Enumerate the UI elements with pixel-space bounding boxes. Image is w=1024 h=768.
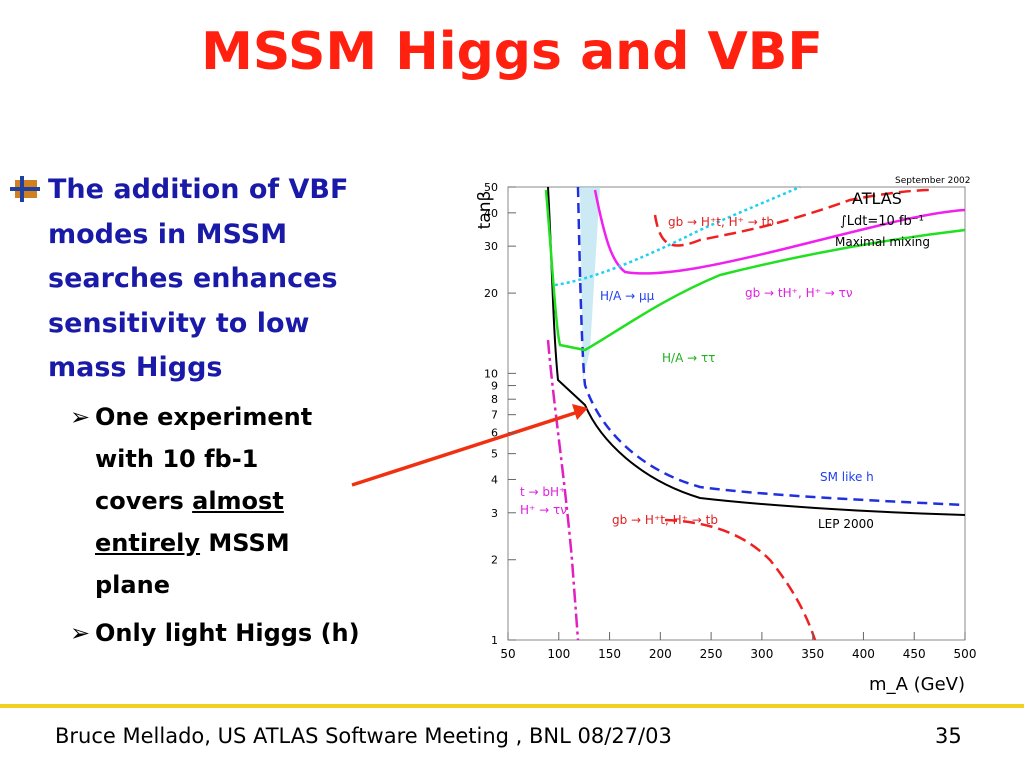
sub-bullet-line: One experiment bbox=[95, 403, 313, 431]
x-tick-label: 200 bbox=[649, 647, 672, 661]
annotation: gb → H⁺t, H⁺ → tb bbox=[612, 513, 718, 527]
y-tick-label: 50 bbox=[484, 181, 498, 194]
annotation: gb → H⁺t, H⁺ → tb bbox=[668, 215, 774, 229]
y-tick-label: 5 bbox=[491, 448, 498, 461]
sub-bullet-line: Only light Higgs (h) bbox=[95, 619, 360, 647]
bullet-line: searches enhances bbox=[48, 263, 338, 294]
annotation: H⁺ → τν bbox=[520, 503, 567, 517]
x-tick-label: 250 bbox=[700, 647, 723, 661]
annotation: t → bH⁺ bbox=[520, 485, 565, 499]
y-tick-label: 8 bbox=[491, 393, 498, 406]
y-axis-label: tanβ bbox=[475, 191, 495, 230]
x-tick-label: 150 bbox=[598, 647, 621, 661]
curve bbox=[547, 186, 966, 516]
excluded-area bbox=[580, 187, 600, 380]
curve bbox=[544, 189, 966, 352]
annotation: September 2002 bbox=[895, 176, 971, 186]
curve bbox=[664, 518, 817, 641]
curve bbox=[546, 339, 580, 641]
arrow bbox=[351, 410, 579, 487]
y-tick-label: 1 bbox=[491, 634, 498, 647]
x-tick-label: 50 bbox=[500, 647, 515, 661]
annotation: gb → tH⁺, H⁺ → τν bbox=[745, 286, 853, 300]
curve bbox=[653, 188, 931, 247]
y-tick-label: 7 bbox=[491, 409, 498, 422]
x-tick-label: 100 bbox=[547, 647, 570, 661]
bullet-line: sensitivity to low bbox=[48, 307, 310, 339]
sub-bullet-line: covers almost bbox=[95, 480, 312, 522]
x-tick-label: 450 bbox=[903, 647, 926, 661]
footer: Bruce Mellado, US ATLAS Software Meeting… bbox=[55, 724, 672, 748]
sub-bullet-line: plane bbox=[95, 571, 170, 599]
y-tick-label: 3 bbox=[491, 507, 498, 520]
y-tick-label: 10 bbox=[484, 367, 498, 380]
sub-bullet-line: with 10 fb-1 bbox=[95, 445, 259, 473]
sub-bullet-marker: ➢ bbox=[70, 619, 91, 647]
y-tick-label: 40 bbox=[484, 207, 498, 220]
sub-bullet-line: entirely MSSM bbox=[95, 522, 312, 564]
bullet-icon bbox=[10, 187, 40, 191]
bullet-line: modes in MSSM bbox=[48, 218, 288, 250]
y-tick-label: 2 bbox=[491, 554, 498, 567]
slide-title: MSSM Higgs and VBF bbox=[201, 22, 823, 82]
annotation: H/A → ττ bbox=[662, 351, 715, 365]
sub-bullet-marker: ➢ bbox=[70, 403, 91, 431]
y-tick-label: 30 bbox=[484, 240, 498, 253]
x-tick-label: 350 bbox=[801, 647, 824, 661]
bullet: The addition of VBF modes in MSSM searches… bbox=[48, 168, 348, 391]
arrow-head bbox=[572, 404, 588, 420]
annotation: H/A → μμ bbox=[600, 289, 655, 303]
annotation: Maximal mixing bbox=[835, 235, 930, 249]
bullet-line: The addition of VBF bbox=[48, 174, 349, 205]
annotation: SM like h bbox=[820, 470, 874, 484]
x-tick-label: 300 bbox=[750, 647, 773, 661]
text: covers bbox=[95, 487, 193, 515]
underlined-text: entirely bbox=[95, 529, 201, 557]
annotation: ∫Ldt=10 fb⁻¹ bbox=[840, 214, 924, 229]
curve bbox=[593, 189, 966, 275]
x-tick-label: 500 bbox=[954, 647, 977, 661]
sub-bullet: One experiment with 10 fb-1 covers almost e… bbox=[95, 396, 312, 606]
bullet-line: mass Higgs bbox=[48, 352, 223, 383]
annotation: ATLAS bbox=[852, 189, 902, 208]
y-tick-label: 4 bbox=[491, 473, 498, 486]
page-number: 35 bbox=[935, 724, 962, 748]
annotation: LEP 2000 bbox=[818, 517, 874, 531]
x-tick-label: 400 bbox=[852, 647, 875, 661]
underlined-text: almost bbox=[192, 487, 284, 515]
text: MSSM bbox=[200, 529, 290, 557]
y-tick-label: 9 bbox=[491, 380, 498, 393]
sub-bullet: Only light Higgs (h) bbox=[95, 612, 360, 654]
x-axis-label: m_A (GeV) bbox=[869, 674, 965, 695]
y-tick-label: 20 bbox=[484, 287, 498, 300]
y-tick-label: 6 bbox=[491, 427, 498, 440]
